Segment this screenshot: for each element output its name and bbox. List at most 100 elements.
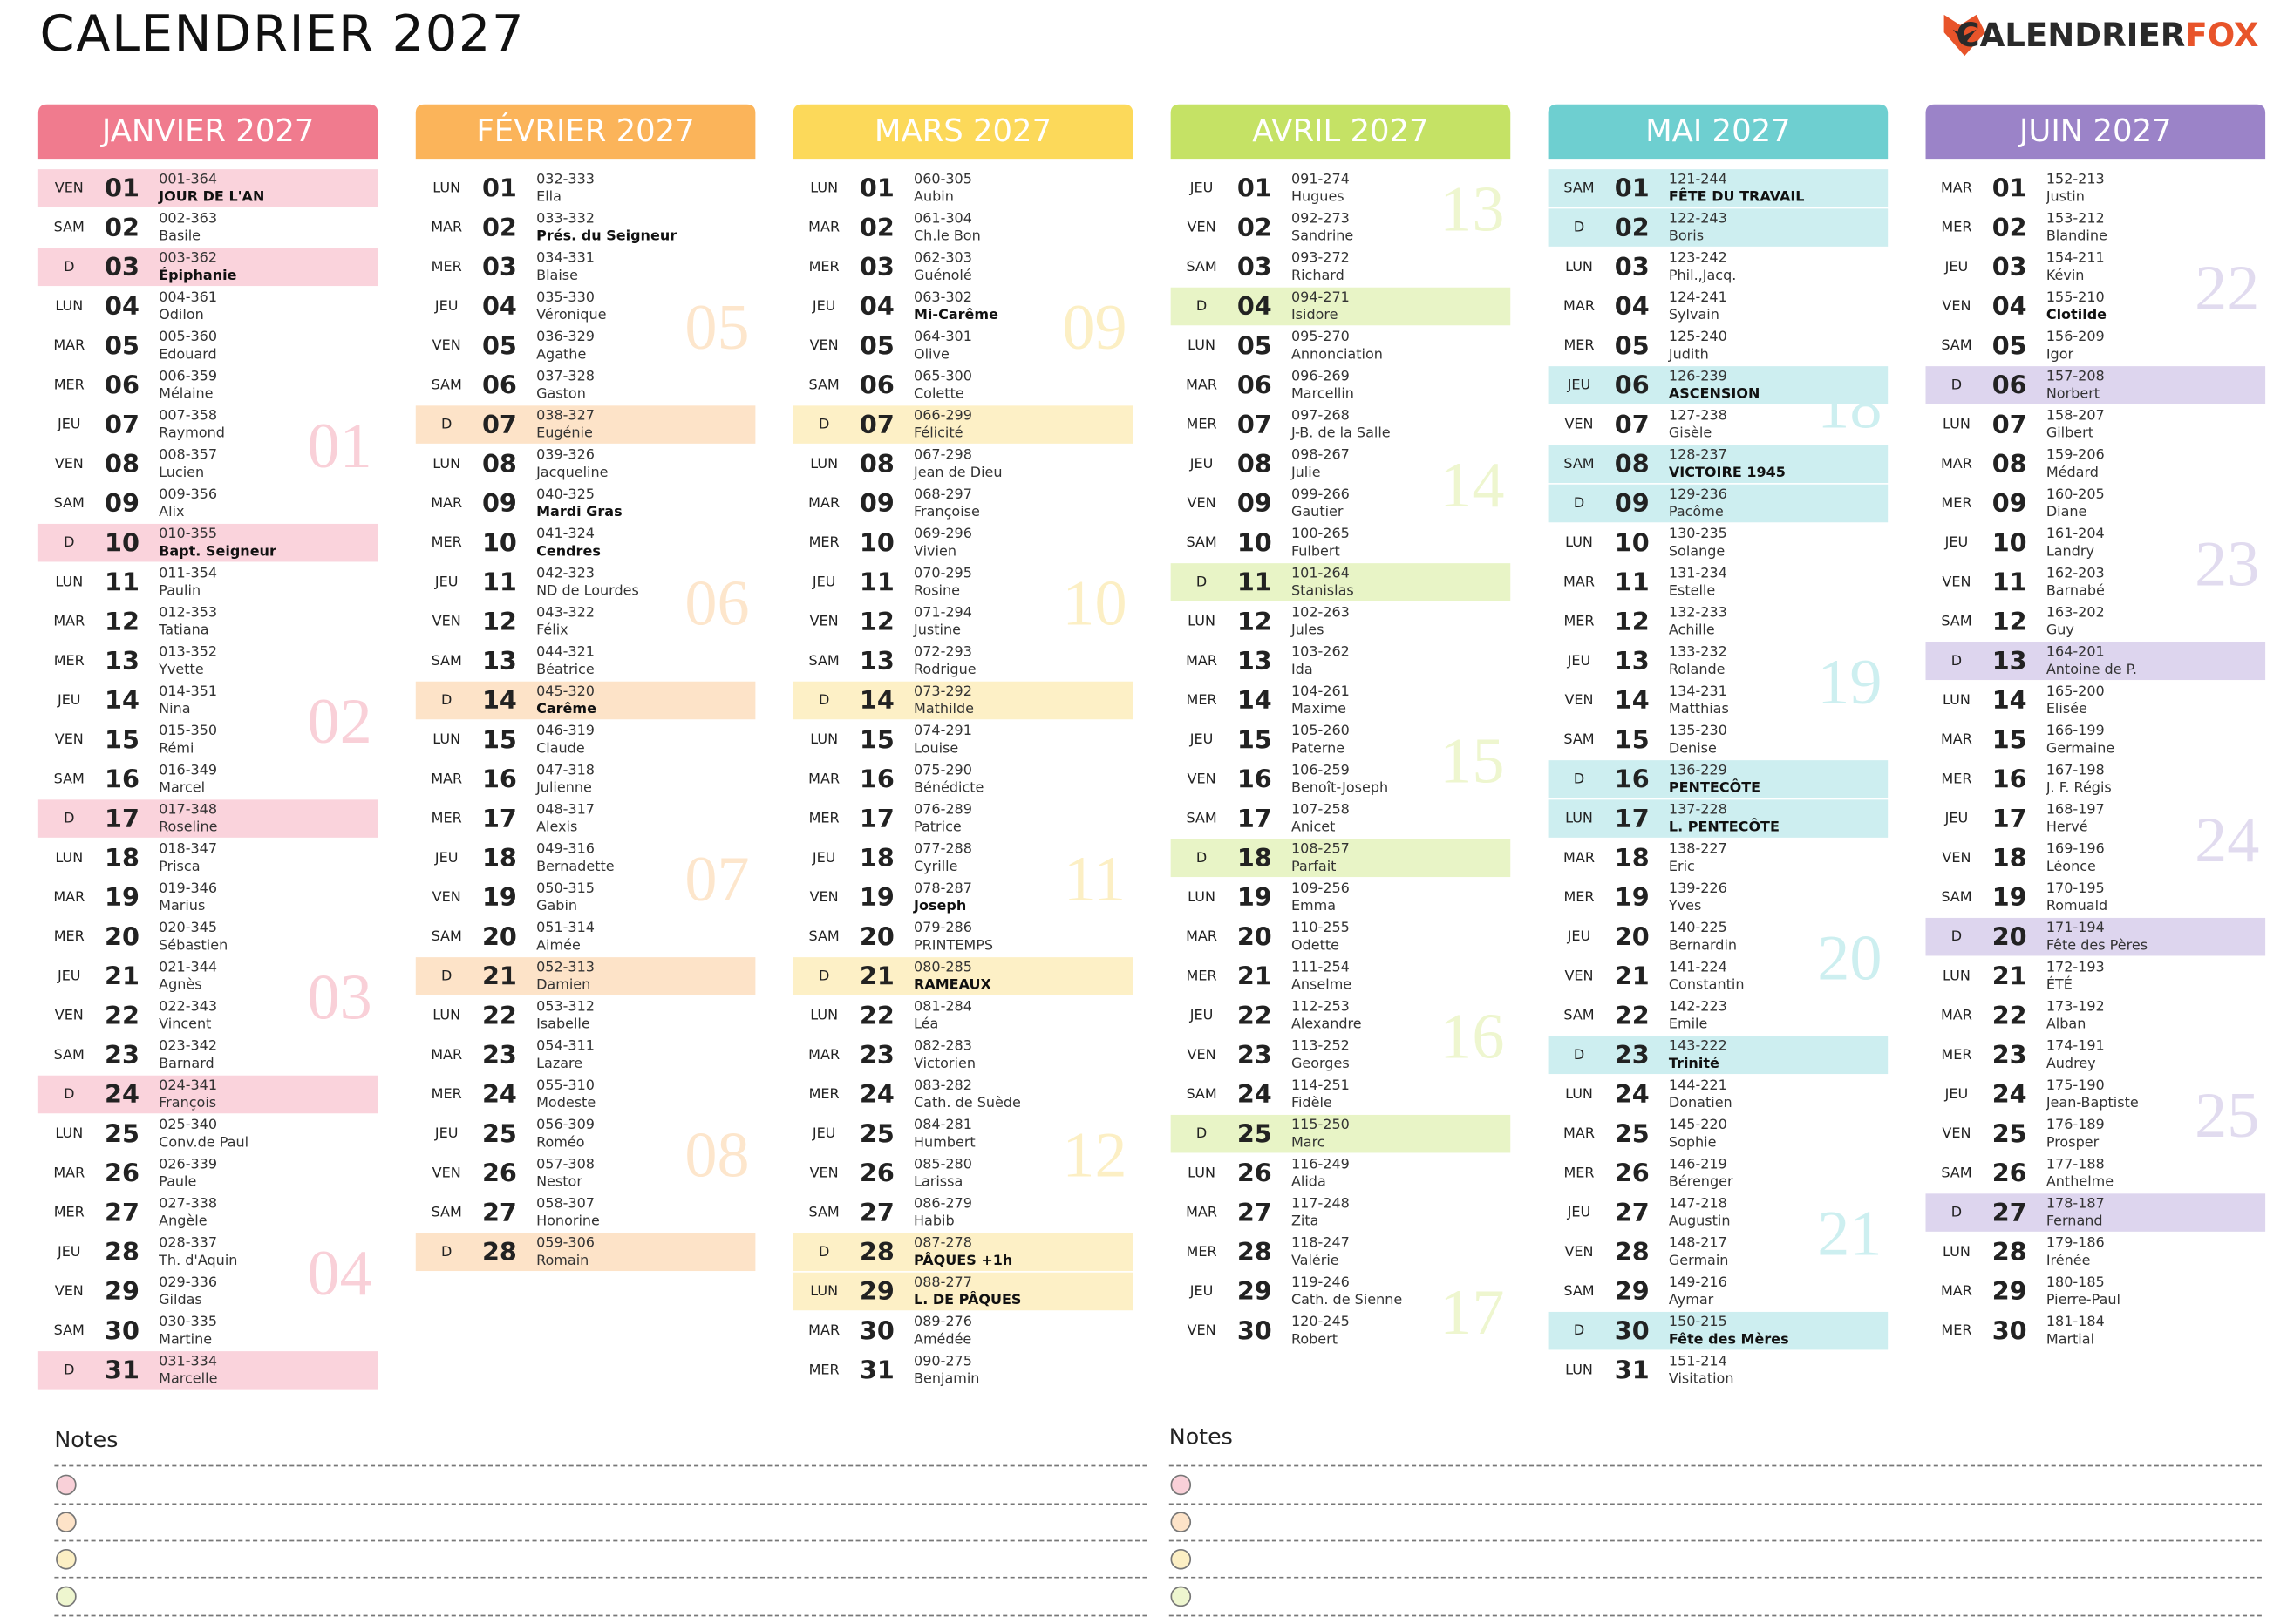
day-number: 11: [1237, 567, 1272, 597]
day-number: 15: [860, 724, 895, 754]
weekday: SAM: [54, 1322, 85, 1338]
weekday: JEU: [57, 691, 81, 708]
day-code: 021-344: [159, 958, 217, 975]
day-code: 041-324: [536, 525, 595, 541]
day-number: 08: [1992, 449, 2027, 479]
weekday: JEU: [57, 967, 81, 983]
weekday: MAR: [431, 770, 462, 786]
day-highlight: [1170, 1114, 1511, 1153]
day-number: 15: [482, 724, 517, 754]
saint-name: RAMEAUX: [914, 976, 992, 993]
day-number: 19: [1992, 882, 2027, 912]
saint-name: J. F. Régis: [2046, 779, 2112, 796]
day-code: 106-259: [1291, 761, 1350, 778]
saint-name: PRINTEMPS: [914, 936, 993, 953]
day-number: 08: [482, 449, 517, 479]
day-code: 157-208: [2046, 367, 2105, 384]
month-header: [1548, 104, 1889, 160]
day-code: 154-211: [2046, 249, 2105, 266]
saint-name: Judith: [1668, 345, 1709, 362]
notes-section: Notes: [1168, 1424, 2265, 1617]
day-number: 11: [482, 567, 517, 597]
saint-name: Jean-Baptiste: [2046, 1094, 2139, 1111]
weekday: D: [1951, 928, 1962, 944]
saint-name: Estelle: [1669, 582, 1715, 599]
weekday: D: [1574, 770, 1584, 786]
day-number: 10: [482, 527, 517, 557]
day-number: 05: [1237, 330, 1272, 360]
day-number: 19: [1237, 882, 1272, 912]
day-code: 167-198: [2046, 761, 2105, 778]
weekday: MAR: [53, 888, 85, 905]
saint-name: Marcellin: [1291, 385, 1354, 402]
day-code: 162-203: [2046, 564, 2105, 581]
saint-name: Annonciation: [1291, 345, 1383, 362]
weekday: LUN: [810, 455, 838, 472]
day-number: 08: [860, 449, 895, 479]
day-code: 139-226: [1669, 880, 1727, 896]
day-code: 160-205: [2046, 486, 2105, 502]
saint-name: Blandine: [2046, 228, 2107, 244]
saint-name: Bénédicte: [914, 779, 984, 796]
day-number: 20: [1992, 921, 2027, 951]
weekday: VEN: [1942, 297, 1971, 314]
day-code: 058-307: [536, 1194, 595, 1211]
weekday: MAR: [808, 770, 840, 786]
weekday: LUN: [810, 1007, 838, 1023]
weekday: D: [819, 1243, 829, 1260]
day-code: 147-218: [1669, 1194, 1727, 1211]
page-title: CALENDRIER 2027: [40, 4, 526, 63]
logo-text-accent: FOX: [2185, 17, 2258, 54]
saint-name: Rodrigue: [914, 661, 977, 677]
day-code: 175-190: [2046, 1077, 2105, 1093]
weekday: JEU: [1567, 1204, 1591, 1220]
saint-name: Béatrice: [536, 661, 595, 677]
day-number: 12: [105, 607, 140, 636]
day-code: 077-288: [914, 840, 972, 857]
weekday: SAM: [1941, 888, 1971, 905]
day-highlight: [793, 957, 1133, 995]
saint-name: Paulin: [159, 582, 201, 599]
saint-name: Anselme: [1291, 976, 1351, 993]
weekday: D: [1196, 849, 1207, 866]
week-number: 05: [684, 292, 749, 364]
weekday: JEU: [1567, 376, 1591, 392]
day-code: 054-311: [536, 1037, 595, 1054]
weekday: MAR: [1941, 730, 1972, 747]
month-title: MARS 2027: [875, 113, 1052, 149]
day-number: 22: [860, 1001, 895, 1030]
day-number: 26: [1237, 1159, 1272, 1188]
saint-name: Th. d'Aquin: [158, 1252, 237, 1268]
day-number: 17: [1992, 804, 2027, 833]
weekday: MER: [1563, 613, 1594, 629]
day-code: 033-332: [536, 209, 595, 226]
month-header: [415, 104, 756, 160]
weekday: SAM: [54, 1046, 85, 1063]
day-number: 16: [860, 764, 895, 794]
saint-name: Edouard: [159, 345, 217, 362]
saint-name: Vincent: [159, 1016, 211, 1032]
weekday: JEU: [812, 297, 836, 314]
day-code: 042-323: [536, 564, 595, 581]
day-number: 27: [860, 1198, 895, 1227]
day-number: 06: [1237, 370, 1272, 400]
day-code: 043-322: [536, 603, 595, 620]
day-number: 13: [482, 646, 517, 676]
day-highlight: [793, 1272, 1133, 1311]
day-code: 134-231: [1669, 683, 1727, 699]
day-number: 01: [1615, 173, 1650, 203]
day-number: 01: [482, 173, 517, 203]
note-bullet: [1170, 1586, 1192, 1607]
weekday: SAM: [1941, 336, 1971, 353]
day-code: 045-320: [536, 683, 595, 699]
saint-name: Mardi Gras: [536, 503, 623, 520]
saint-name: Claude: [536, 739, 585, 756]
day-code: 136-229: [1669, 761, 1727, 778]
day-code: 110-255: [1291, 919, 1350, 935]
day-code: 046-319: [536, 722, 595, 738]
saint-name: Damien: [536, 976, 590, 993]
weekday: MAR: [1563, 1125, 1595, 1141]
saint-name: Tatiana: [158, 622, 208, 638]
day-number: 07: [105, 410, 140, 439]
